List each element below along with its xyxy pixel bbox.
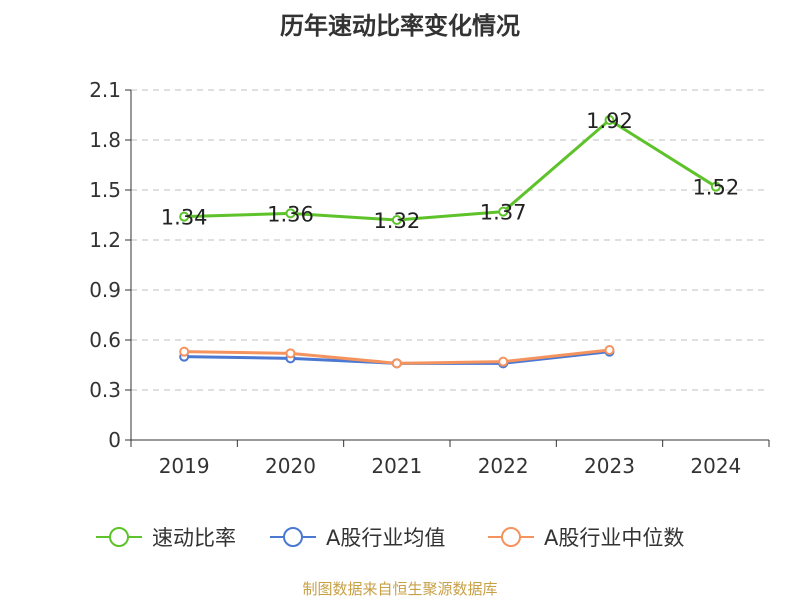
y-tick-label-1.5: 1.5 (89, 178, 121, 202)
data-point-0-2021 (391, 215, 402, 225)
legend-marker-2 (501, 527, 521, 547)
data-point-2-2019 (179, 346, 190, 357)
x-tick-label-2023: 2023 (584, 454, 635, 478)
y-tick-label-0: 0 (108, 428, 121, 452)
y-tick-label-0.9: 0.9 (89, 278, 121, 302)
legend-marker-0 (109, 527, 129, 547)
x-tick-label-2021: 2021 (371, 454, 422, 478)
x-tick-label-2022: 2022 (478, 454, 529, 478)
data-point-2-2020 (285, 348, 296, 359)
data-point-2-2022 (498, 356, 509, 367)
data-label-2022: 1.37 (480, 201, 527, 225)
data-point-2-2021 (391, 358, 402, 369)
legend-label-2: A股行业中位数 (544, 526, 684, 550)
y-tick-label-0.6: 0.6 (89, 328, 121, 352)
data-point-0-2023 (604, 115, 615, 125)
chart-title: 历年速动比率变化情况 (280, 12, 520, 40)
legend-label-1: A股行业均值 (326, 526, 445, 550)
data-point-2-2023 (604, 345, 615, 355)
x-tick-label-2020: 2020 (265, 454, 316, 478)
data-label-2021: 1.32 (373, 209, 420, 233)
x-tick-label-2024: 2024 (690, 454, 741, 478)
legend-marker-1 (283, 527, 303, 547)
y-tick-label-0.3: 0.3 (89, 378, 121, 402)
x-tick-label-2019: 2019 (159, 454, 210, 478)
data-point-0-2024 (710, 181, 721, 192)
data-point-0-2022 (498, 206, 509, 217)
data-label-2024: 1.52 (692, 176, 739, 200)
data-label-2019: 1.34 (161, 206, 208, 230)
series-line-0 (184, 118, 717, 222)
data-point-0-2019 (179, 211, 190, 222)
y-tick-label-2.1: 2.1 (89, 78, 121, 102)
y-tick-label-1.2: 1.2 (89, 228, 121, 252)
data-label-2023: 1.92 (586, 109, 633, 133)
data-point-0-2020 (285, 208, 296, 219)
source-note: 制图数据来自恒生聚源数据库 (302, 580, 498, 598)
legend-label-0: 速动比率 (152, 526, 236, 550)
y-tick-label-1.8: 1.8 (89, 128, 121, 152)
data-label-2020: 1.36 (267, 202, 314, 226)
